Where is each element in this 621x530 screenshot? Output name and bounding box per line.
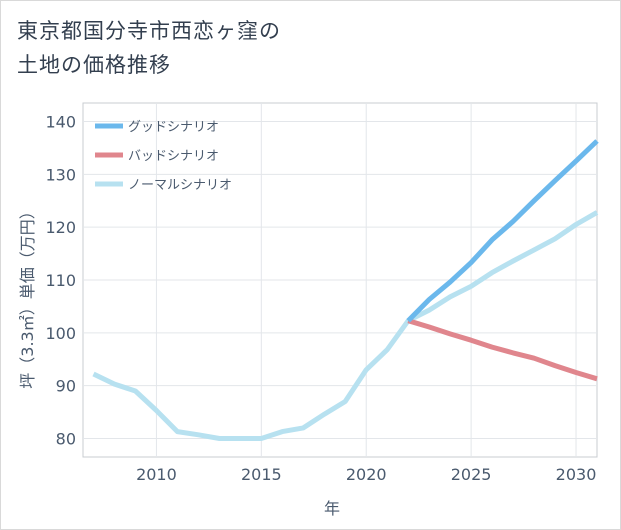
series-lines	[92, 139, 599, 441]
x-tick-label-4: 2030	[556, 465, 597, 484]
x-tick-label-3: 2025	[451, 465, 492, 484]
y-tick-label-4: 120	[45, 218, 76, 237]
chart-title: 東京都国分寺市西恋ヶ窪の 土地の価格推移	[17, 14, 281, 82]
y-tick-label-1: 90	[56, 377, 76, 396]
grid-lines	[83, 103, 597, 457]
legend-label-2: ノーマルシナリオ	[128, 178, 232, 193]
series-line-1	[407, 318, 598, 382]
chart-title-line-1: 東京都国分寺市西恋ヶ窪の	[17, 19, 281, 43]
y-tick-label-2: 100	[45, 324, 76, 343]
legend-label-0: グッドシナリオ	[128, 120, 219, 135]
y-axis-ticks: 80 90 100 110 120 130 140	[45, 112, 76, 448]
y-tick-label-5: 130	[45, 165, 76, 184]
chart-title-line-2: 土地の価格推移	[17, 53, 171, 77]
y-tick-label-6: 140	[45, 112, 76, 131]
y-axis-title: 坪（3.3㎡）単価（万円）	[18, 203, 37, 388]
x-tick-label-1: 2015	[241, 465, 282, 484]
x-axis-title: 年	[324, 499, 340, 518]
legend-label-1: バッドシナリオ	[128, 149, 219, 164]
x-tick-label-2: 2020	[346, 465, 387, 484]
series-line-2	[92, 210, 599, 441]
y-tick-label-3: 110	[45, 271, 76, 290]
series-line-0	[406, 139, 599, 323]
y-tick-label-0: 80	[56, 430, 76, 449]
x-tick-label-0: 2010	[136, 465, 177, 484]
x-axis-ticks: 2010 2015 2020 2025 2030	[136, 465, 596, 484]
